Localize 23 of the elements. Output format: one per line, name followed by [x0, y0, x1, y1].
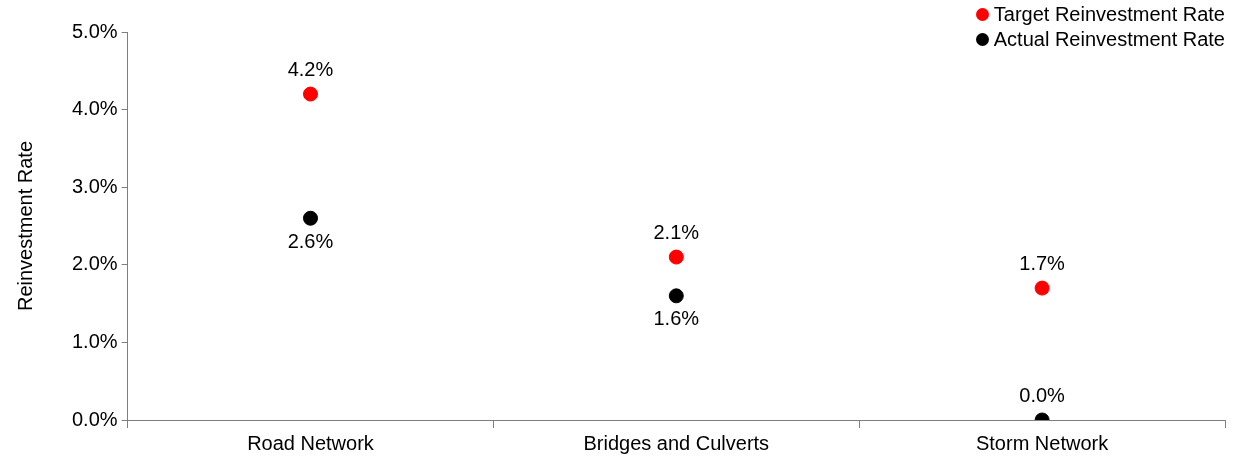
data-label: 2.1% — [653, 220, 700, 243]
y-tick-label: 1.0% — [71, 329, 118, 352]
x-tick-label: Road Network — [247, 431, 375, 454]
point — [668, 249, 684, 265]
y-axis-title: Reinvestment Rate — [13, 140, 36, 312]
legend-label: Target Reinvestment Rate — [993, 2, 1225, 27]
x-tick-label: Bridges and Culverts — [583, 431, 770, 454]
y-tick-label: 0.0% — [71, 407, 118, 430]
y-tick-label: 3.0% — [71, 174, 118, 197]
y-tick-label: 5.0% — [71, 19, 118, 42]
point — [1034, 280, 1050, 296]
point — [668, 288, 684, 304]
data-label: 1.6% — [653, 307, 700, 330]
y-tick-label: 2.0% — [71, 252, 118, 275]
point — [302, 210, 318, 226]
data-label: 2.6% — [287, 229, 334, 252]
y-tick-label: 4.0% — [71, 97, 118, 120]
data-label: 0.0% — [1019, 383, 1066, 406]
point — [302, 86, 318, 102]
legend-label: Actual Reinvestment Rate — [993, 27, 1225, 52]
data-label: 1.7% — [1019, 251, 1066, 274]
data-label: 4.2% — [287, 57, 334, 80]
x-tick-label: Storm Network — [975, 431, 1110, 454]
